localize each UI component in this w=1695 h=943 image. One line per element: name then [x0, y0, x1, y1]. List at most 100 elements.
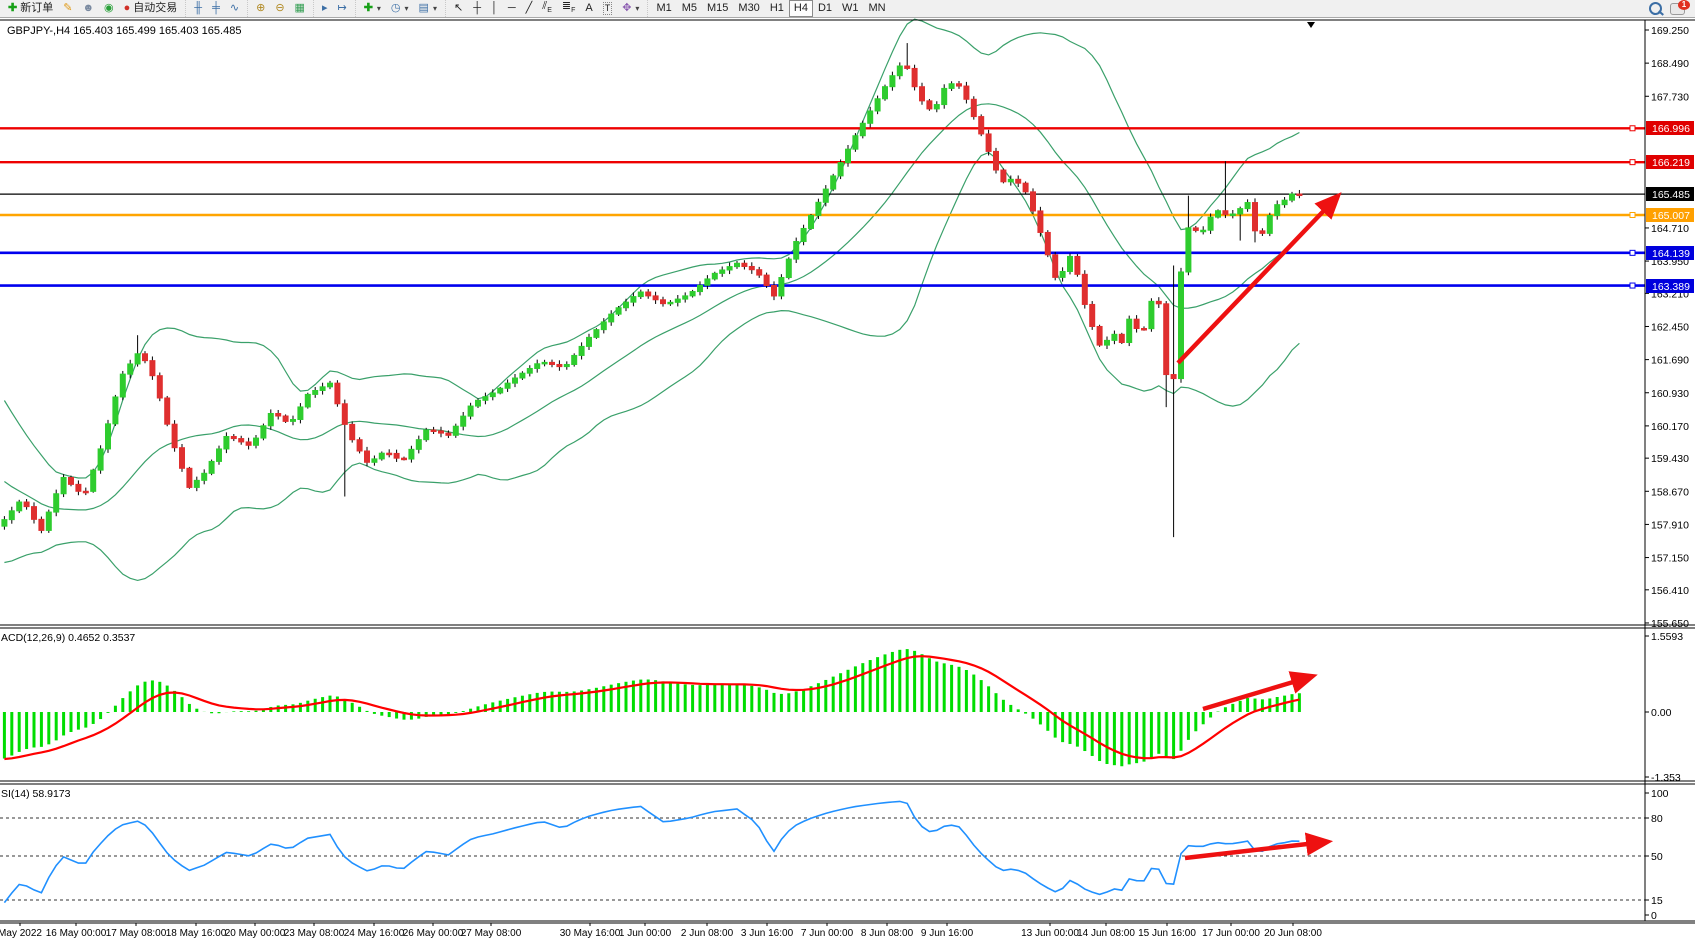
candle-down [82, 490, 89, 494]
candle-down [1259, 230, 1266, 234]
styler-icon: ✎ [63, 2, 73, 14]
bar-chart-button[interactable]: ╫ [189, 0, 207, 17]
tile-windows-icon: ▦ [294, 2, 305, 14]
annotations-layer[interactable] [1176, 192, 1342, 861]
new-order-button[interactable]: ✚ 新订单 [3, 0, 58, 17]
price-tick-label: 158.670 [1651, 486, 1689, 498]
time-tick-label: 3 Jun 16:00 [741, 928, 794, 939]
equidistant-channel-button[interactable]: ⫽E [537, 0, 557, 17]
candle-up [637, 291, 644, 298]
fibonacci-button[interactable]: ≣F [557, 0, 581, 17]
vertical-line-icon: │ [490, 2, 498, 14]
insert-group: ✚ ▾ ◷ ▾ ▤ ▾ [354, 0, 445, 17]
candle-down [556, 363, 563, 368]
candlestick-chart-button[interactable]: ╪ [207, 0, 225, 17]
timeframe-button-h1[interactable]: H1 [769, 2, 784, 14]
candle-up [578, 345, 585, 356]
text-label-button[interactable]: T [598, 0, 618, 17]
trendline-button[interactable]: ╱ [521, 0, 538, 17]
candle-down [1015, 178, 1022, 184]
trend-arrow-rsi[interactable] [1184, 832, 1334, 861]
equidistant-channel-icon: ⫽E [542, 0, 552, 15]
line-chart-button[interactable]: ∿ [225, 0, 244, 17]
time-tick-label: 20 Jun 08:00 [1264, 928, 1322, 939]
level-handle[interactable] [1629, 211, 1636, 218]
horizontal-line-button[interactable]: ─ [503, 0, 521, 17]
timeframe-button-h4[interactable]: H4 [788, 0, 813, 17]
candle-up [467, 405, 474, 417]
level-handle[interactable] [1629, 249, 1636, 256]
profile-button[interactable]: ☻ [77, 0, 99, 17]
text-tool-button[interactable]: A [580, 0, 597, 17]
candle-up [800, 227, 807, 243]
macd-panel[interactable]: ACD(12,26,9) 0.4652 0.3537 [0, 632, 1695, 785]
timeframe-button-w1[interactable]: W1 [842, 2, 859, 14]
chevron-down-icon: ▾ [404, 4, 409, 13]
chevron-down-icon: ▾ [376, 4, 381, 13]
notification-badge: 1 [1678, 0, 1690, 10]
candle-down [956, 83, 962, 87]
trend-arrow-main[interactable] [1176, 192, 1342, 365]
templates-button[interactable]: ▤ ▾ [414, 0, 442, 17]
level-handle[interactable] [1629, 282, 1636, 289]
rsi-scale-label: 100 [1651, 788, 1669, 800]
community-button[interactable]: 1 [1670, 0, 1690, 15]
crosshair-tool-button[interactable]: ┼ [468, 0, 486, 17]
autotrade-icon: ● [123, 2, 131, 14]
trend-arrow-macd[interactable] [1202, 671, 1318, 712]
candle-up [682, 295, 689, 300]
candle-up [933, 104, 940, 110]
line-chart-icon: ∿ [229, 2, 240, 14]
time-tick-label: 13 Jun 00:00 [1021, 928, 1079, 939]
candle-up [371, 458, 378, 463]
rsi-panel[interactable]: SI(14) 58.9173 [0, 788, 1695, 924]
arrows-tool-button[interactable]: ✥ ▾ [617, 0, 644, 17]
signals-button[interactable]: ◉ [99, 0, 119, 17]
indicators-button[interactable]: ✚ ▾ [359, 0, 386, 17]
periods-button[interactable]: ◷ ▾ [386, 0, 414, 17]
candle-down [1252, 202, 1258, 232]
candle-up [1104, 339, 1110, 346]
crosshair-icon: ┼ [473, 2, 481, 14]
candle-up [830, 175, 837, 190]
timeframe-button-m30[interactable]: M30 [738, 2, 760, 14]
candle-down [38, 518, 45, 531]
candle-up [874, 98, 881, 112]
main-price-panel[interactable]: GBPJPY-,H4 165.403 165.499 165.403 165.4… [0, 18, 1695, 629]
vertical-line-button[interactable]: │ [486, 0, 503, 17]
price-badge [1646, 187, 1694, 201]
trendline-icon: ╱ [525, 2, 533, 14]
timeframe-button-d1[interactable]: D1 [817, 2, 832, 14]
candle-up [53, 493, 60, 513]
autotrade-button[interactable]: ● 自动交易 [119, 0, 183, 17]
level-handle[interactable] [1629, 159, 1636, 166]
price-badge-label: 166.996 [1652, 123, 1690, 135]
auto-scroll-button[interactable]: ▸ [317, 0, 333, 17]
level-handle[interactable] [1629, 125, 1636, 132]
chart-shift-button[interactable]: ↦ [332, 0, 351, 17]
search-button[interactable] [1649, 2, 1662, 15]
zoom-out-button[interactable]: ⊖ [270, 0, 289, 17]
candle-down [334, 382, 341, 405]
timeframe-button-mn[interactable]: MN [868, 2, 886, 14]
timeframe-button-m5[interactable]: M5 [681, 2, 697, 14]
timeframe-button-m1[interactable]: M1 [656, 2, 672, 14]
candle-up [127, 363, 134, 375]
macd-scale-label: 1.5593 [1651, 631, 1683, 643]
candle-down [741, 262, 748, 267]
candle-up [297, 406, 304, 420]
chart-shift-marker[interactable] [1307, 22, 1315, 28]
zoom-in-button[interactable]: ⊕ [251, 0, 270, 17]
candle-up [512, 377, 518, 384]
tile-windows-button[interactable]: ▦ [290, 0, 310, 17]
cursor-tool-button[interactable]: ↖ [449, 0, 468, 17]
candle-down [156, 375, 163, 399]
candle-up [475, 399, 481, 407]
price-tick-label: 160.170 [1651, 421, 1689, 433]
timeframe-button-m15[interactable]: M15 [707, 2, 729, 14]
chart-area[interactable]: GBPJPY-,H4 165.403 165.499 165.403 165.4… [0, 17, 1695, 943]
candle-up [452, 425, 459, 436]
candle-up [97, 448, 104, 471]
styler-button[interactable]: ✎ [58, 0, 77, 17]
